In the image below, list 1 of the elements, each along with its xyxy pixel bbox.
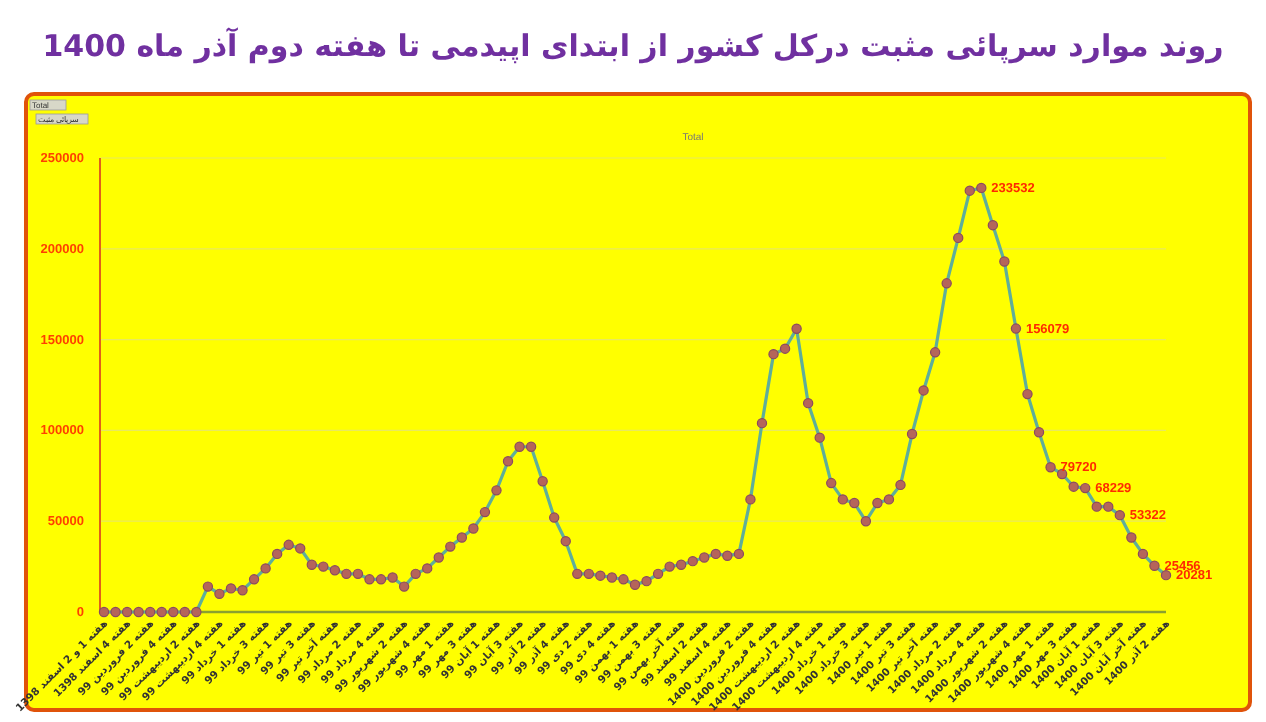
chart-title: روند موارد سرپائی مثبت درکل کشور از ابتدای اپیدمی تا هفته دوم آذر ماه 1400 xyxy=(42,26,1224,64)
